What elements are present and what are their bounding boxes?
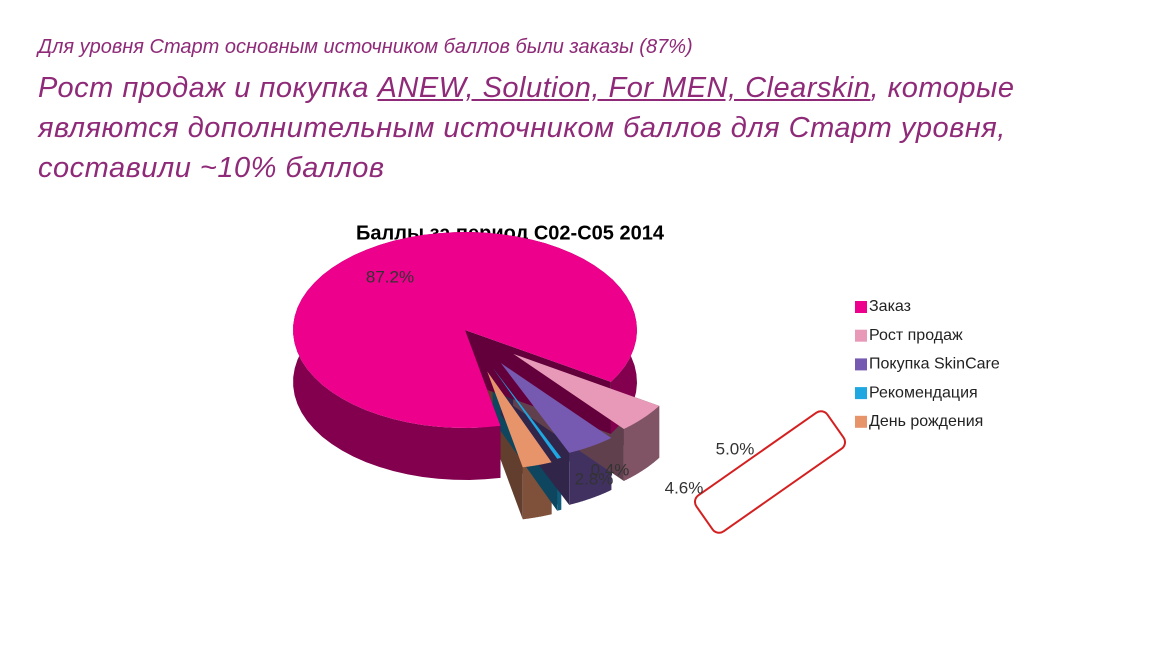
heading-text: Рост продаж и покупка [38, 72, 378, 104]
heading-text: , которые [870, 72, 1015, 104]
legend-label: Рост продаж [869, 327, 963, 344]
legend-label: Заказ [869, 298, 911, 315]
legend-label: Рекомендация [869, 384, 978, 401]
data-label: 5.0% [716, 439, 755, 458]
heading-line: составили ~10% баллов [38, 152, 385, 184]
slice [513, 353, 660, 429]
heading-line: Рост продаж и покупка ANEW, Solution, Fo… [38, 72, 1014, 105]
legend-label: День рождения [869, 413, 983, 430]
legend-swatch [855, 415, 867, 428]
slice [492, 367, 562, 459]
data-label: 2.8% [575, 469, 614, 488]
subtitle: Для уровня Старт основным источником бал… [38, 36, 693, 58]
slice-side [623, 405, 660, 481]
data-label: 87.2% [366, 267, 414, 286]
legend-swatch [855, 301, 867, 313]
heading-line: являются дополнительным источником балло… [38, 112, 1006, 144]
slice [500, 363, 612, 453]
legend-swatch [855, 387, 867, 400]
heading-underlined: ANEW, Solution, For MEN, Clearskin [377, 72, 871, 104]
data-label: 0.4% [591, 460, 630, 479]
data-label: 4.6% [665, 478, 704, 497]
highlight-box [693, 410, 847, 534]
slice [293, 232, 637, 428]
slice [487, 371, 552, 468]
legend-label: Покупка SkinCare [869, 356, 1000, 373]
legend-swatch [855, 358, 867, 371]
slice-wall [465, 330, 611, 434]
legend-swatch [855, 329, 867, 342]
